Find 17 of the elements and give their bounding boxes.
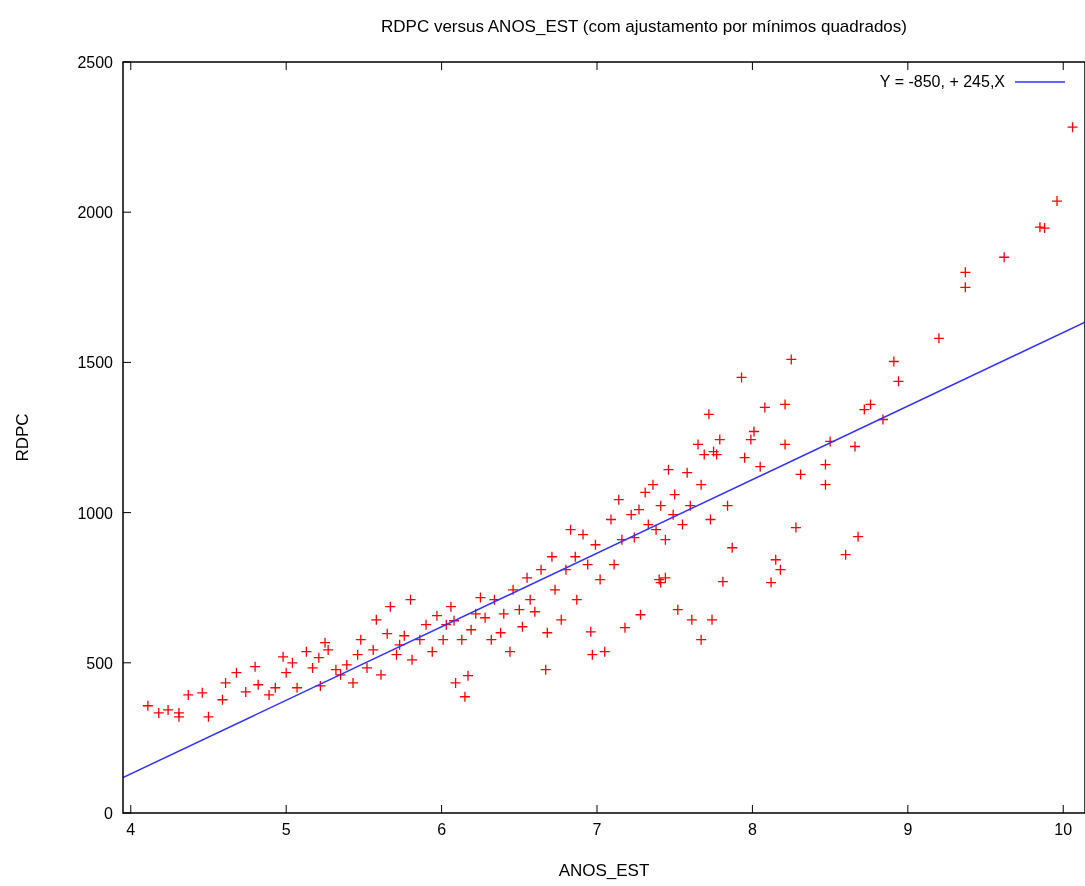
y-tick-label: 500 [86,654,114,672]
x-tick-label: 10 [1054,821,1073,838]
y-tick-label: 0 [104,805,114,822]
y-tick-label: 1000 [77,504,114,522]
y-tick-label: 1500 [77,354,114,372]
y-tick-label: 2500 [77,54,114,71]
x-tick-label: 7 [592,821,602,838]
y-axis-title: RDPC [13,413,32,462]
x-axis-title: ANOS_EST [558,861,650,880]
chart-title: RDPC versus ANOS_EST (com ajustamento por mínimos quadrados) [381,17,907,36]
x-tick-label: 4 [126,821,136,838]
x-tick-label: 6 [437,821,447,838]
x-tick-label: 8 [747,821,757,838]
legend-label: Y = -850, + 245,X [879,73,1006,90]
x-tick-label: 9 [903,821,913,838]
x-tick-label: 5 [281,821,291,838]
y-tick-label: 2000 [77,204,114,222]
